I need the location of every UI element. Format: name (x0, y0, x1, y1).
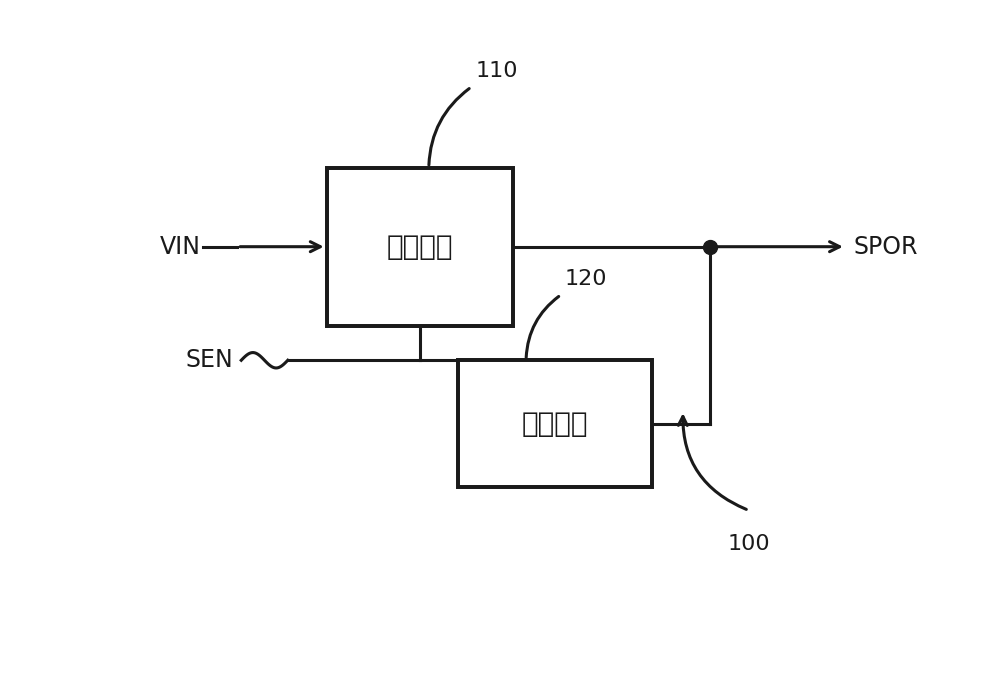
Text: 控制电路: 控制电路 (522, 410, 588, 438)
Text: SPOR: SPOR (854, 235, 918, 258)
Text: 100: 100 (728, 534, 770, 553)
Text: 检测电路: 检测电路 (386, 233, 453, 260)
Text: VIN: VIN (160, 235, 201, 258)
Text: 110: 110 (475, 61, 518, 81)
Bar (458, 360, 652, 487)
Text: SEN: SEN (186, 348, 234, 372)
Text: 120: 120 (565, 269, 607, 289)
Bar (326, 168, 512, 326)
